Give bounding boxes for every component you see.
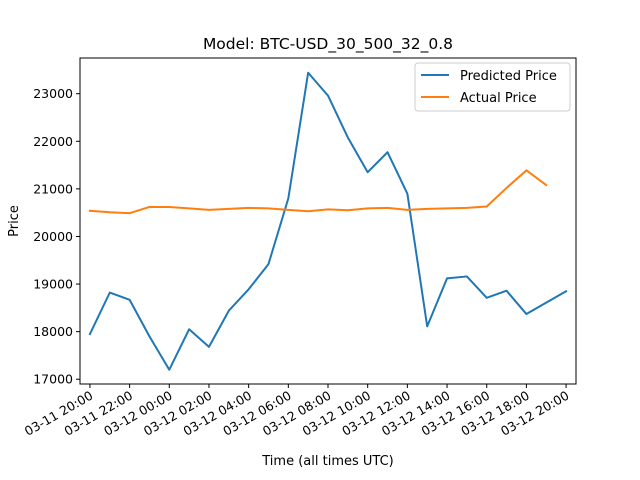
y-tick-label: 22000 [33,134,73,149]
y-tick-label: 21000 [33,181,73,196]
legend-box [414,62,571,112]
y-tick-label: 23000 [33,86,73,101]
y-axis-label: Price [7,205,22,237]
legend-label-actual: Actual Price [460,91,537,106]
plot-frame [79,57,577,385]
y-tick-label: 18000 [33,324,73,339]
y-axis-ticks: 17000 18000 19000 20000 21000 22000 23000 [33,86,80,387]
y-tick-label: 20000 [33,229,73,244]
chart-title: Model: BTC-USD_30_500_32_0.8 [203,35,453,54]
plot-area [80,58,576,384]
series-line-actual-price [88,169,548,215]
y-tick-label: 17000 [33,372,73,387]
y-tick-label: 19000 [33,277,73,292]
series-layer [88,71,568,371]
x-axis-label: Time (all times UTC) [261,454,393,469]
series-line-predicted-price [88,71,568,371]
legend-label-predicted: Predicted Price [460,69,557,84]
legend: Predicted Price Actual Price [414,62,571,112]
